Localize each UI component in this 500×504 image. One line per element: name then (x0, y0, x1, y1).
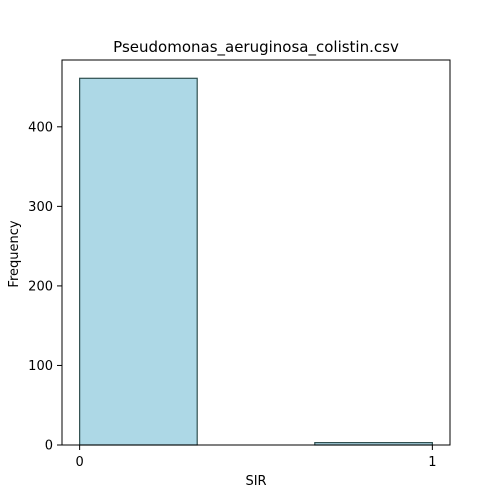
y-tick-label: 300 (28, 200, 53, 215)
bars-layer (79, 77, 433, 446)
x-axis-label: SIR (245, 474, 266, 489)
plot-frame (61, 59, 451, 446)
axes-layer: 0 100 200 300 400 0 1 (28, 59, 451, 470)
x-tick-label: 1 (428, 455, 436, 470)
chart-title: Pseudomonas_aeruginosa_colistin.csv (113, 38, 399, 57)
x-tick-label: 0 (75, 455, 83, 470)
y-tick-label: 400 (28, 120, 53, 135)
y-axis-label: Frequency (7, 220, 22, 287)
histogram-bar-0 (79, 77, 198, 446)
y-tick-label: 100 (28, 359, 53, 374)
y-tick-label: 0 (45, 439, 53, 454)
y-tick-label: 200 (28, 279, 53, 294)
